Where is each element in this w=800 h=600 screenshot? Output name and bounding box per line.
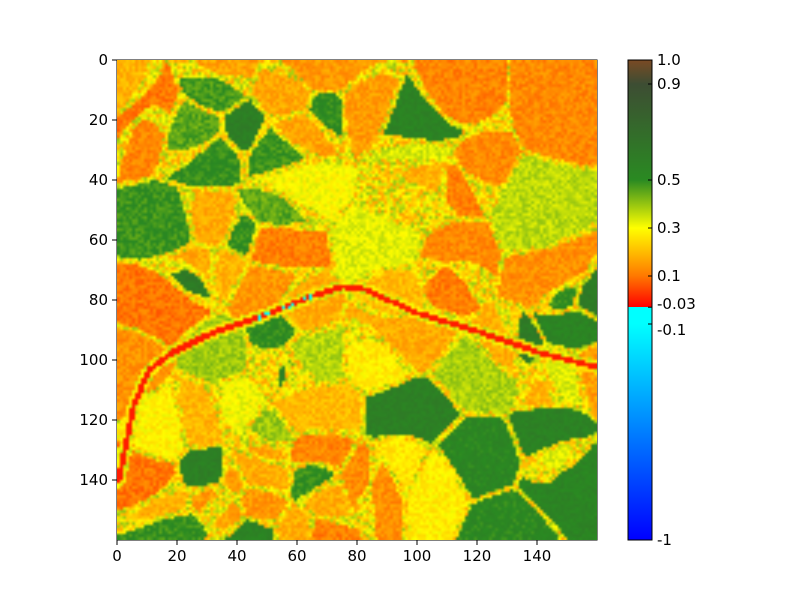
colorbar	[627, 59, 653, 541]
x-axis-ticks: 0 20 40 60 80 100 120 140	[112, 540, 551, 565]
x-tick-label: 20	[167, 547, 186, 565]
y-axis-ticks: 0 20 40 60 80 100 120 140	[79, 51, 117, 489]
colorbar-ticks: 1.0 0.9 0.5 0.3 0.1 -0.03 -0.1 -1	[648, 51, 696, 549]
colorbar-tick-label: 0.5	[657, 171, 681, 189]
colorbar-tick-label: 0.1	[657, 267, 681, 285]
x-tick-label: 80	[347, 547, 366, 565]
x-tick-label: 60	[287, 547, 306, 565]
y-tick-label: 100	[79, 351, 108, 369]
ndvi-heatmap	[117, 60, 597, 540]
colorbar-tick-label: 0.9	[657, 75, 681, 93]
x-tick-label: 100	[403, 547, 432, 565]
colorbar-tick-label: 0.3	[657, 219, 681, 237]
y-tick-label: 140	[79, 471, 108, 489]
colorbar-tick-label: -0.1	[657, 321, 686, 339]
y-tick-label: 120	[79, 411, 108, 429]
y-tick-label: 0	[98, 51, 108, 69]
x-tick-label: 120	[463, 547, 492, 565]
x-tick-label: 40	[227, 547, 246, 565]
y-tick-label: 20	[89, 111, 108, 129]
y-tick-label: 60	[89, 231, 108, 249]
y-tick-label: 80	[89, 291, 108, 309]
colorbar-tick-label: -1	[657, 531, 672, 549]
x-tick-label: 0	[112, 547, 122, 565]
colorbar-tick-label: 1.0	[657, 51, 681, 69]
colorbar-tick-label: -0.03	[657, 295, 696, 313]
x-tick-label: 140	[523, 547, 552, 565]
y-tick-label: 40	[89, 171, 108, 189]
